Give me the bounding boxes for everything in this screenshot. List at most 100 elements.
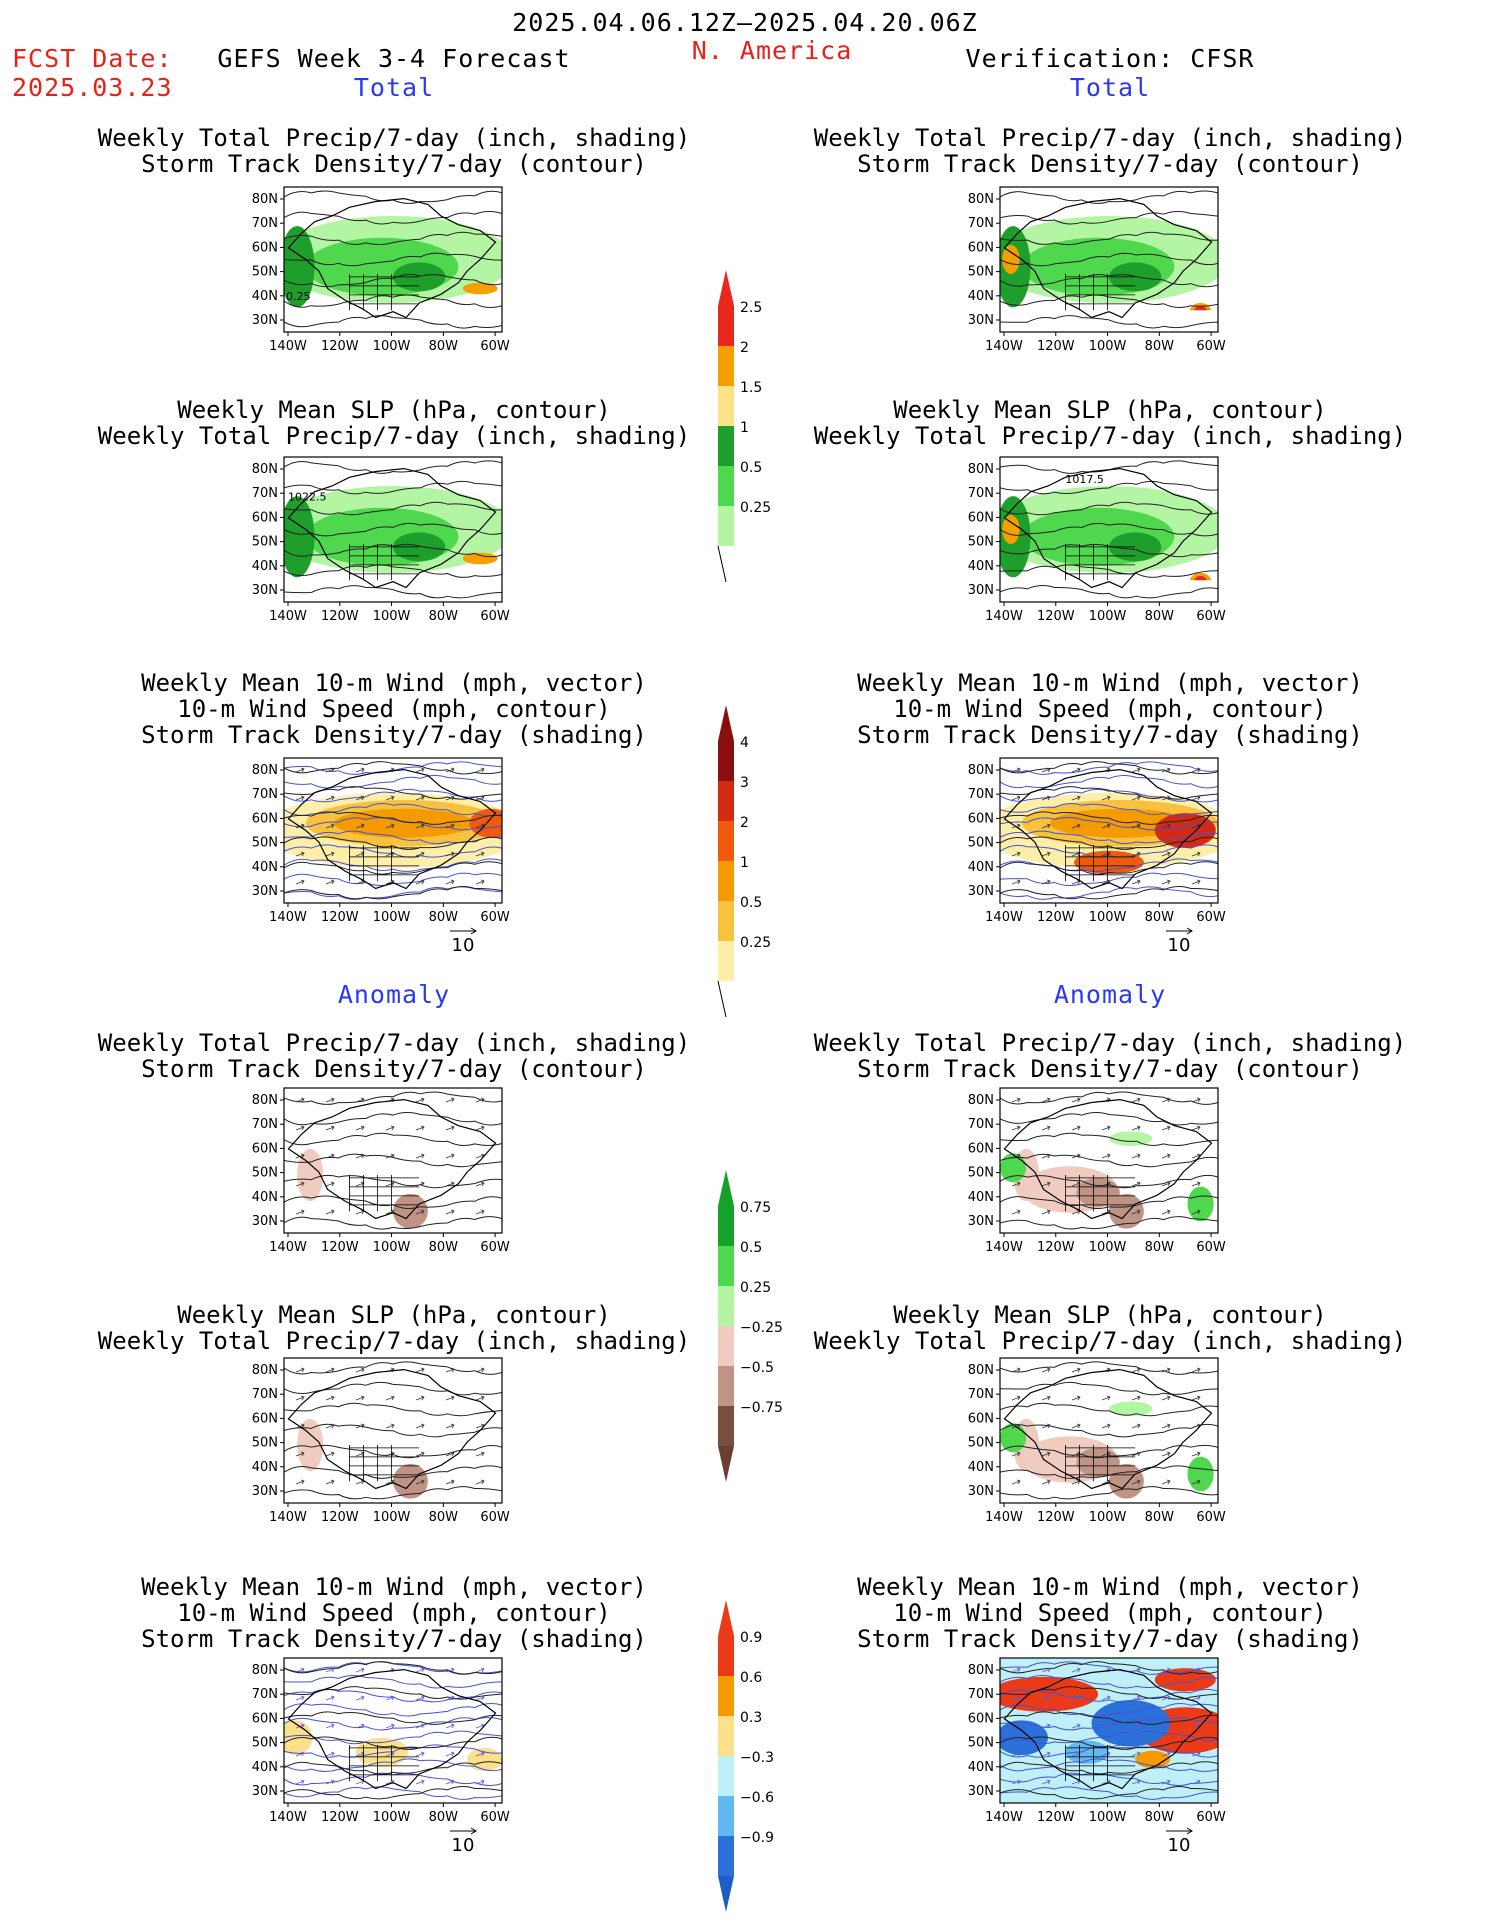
contour-line bbox=[1000, 1195, 1218, 1210]
wind-vector bbox=[1191, 1125, 1201, 1131]
coastline bbox=[1003, 197, 1213, 319]
wind-vector bbox=[415, 1423, 425, 1429]
lat-label: 40N bbox=[252, 289, 278, 304]
title-line: Weekly Total Precip/7-day (inch, shading… bbox=[97, 124, 691, 152]
shaded-region bbox=[1109, 1131, 1153, 1146]
wind-vector bbox=[1191, 1479, 1201, 1485]
wind-vector bbox=[355, 1181, 365, 1187]
wind-vector bbox=[295, 1209, 305, 1215]
title-line: Weekly Mean SLP (hPa, contour) bbox=[177, 1301, 611, 1329]
wind-vector bbox=[1041, 1153, 1051, 1159]
lat-label: 80N bbox=[968, 192, 994, 207]
map-frame bbox=[999, 1357, 1219, 1504]
wind-vector bbox=[355, 1153, 365, 1159]
lat-label: 30N bbox=[252, 884, 278, 899]
wind-vector bbox=[1041, 1209, 1051, 1215]
contour-line bbox=[1000, 1772, 1218, 1786]
lon-label: 60W bbox=[1196, 1810, 1226, 1825]
contour-line bbox=[284, 211, 502, 225]
wind-vector bbox=[295, 1479, 305, 1485]
wind-vector bbox=[415, 1181, 425, 1187]
wind-vector bbox=[295, 1181, 305, 1187]
contour-line bbox=[1000, 252, 1218, 267]
shaded-region bbox=[467, 1747, 502, 1772]
wind-vector bbox=[1041, 1667, 1051, 1673]
wind-vector bbox=[1071, 1181, 1081, 1187]
map-panel: 80N 70N 60N 50N 40N 30N 140W 120W 100W 80W 60W bbox=[252, 186, 510, 354]
wind-vector bbox=[415, 879, 425, 885]
colorbar-segment bbox=[718, 861, 734, 901]
contour-line bbox=[284, 480, 502, 495]
panel-verif-anom-precip-title: Weekly Total Precip/7-day (inch, shading… bbox=[814, 1030, 1406, 1082]
lat-label: 40N bbox=[968, 1460, 994, 1475]
colorbar-segment bbox=[718, 426, 734, 466]
lat-label: 80N bbox=[252, 192, 278, 207]
wind-vector bbox=[1011, 1451, 1021, 1457]
contour-line bbox=[284, 1465, 502, 1479]
lon-label: 100W bbox=[1089, 1510, 1127, 1525]
wind-vector bbox=[415, 1367, 425, 1373]
fcst-date-value: 2025.03.23 bbox=[12, 73, 173, 102]
contour-line bbox=[284, 294, 502, 309]
wind-vector bbox=[1161, 1451, 1171, 1457]
contour-line bbox=[1000, 1786, 1218, 1800]
wind-vector bbox=[325, 1097, 335, 1103]
wind-vector bbox=[1161, 1723, 1171, 1729]
panel-fcst-total-slp-title: Weekly Mean SLP (hPa, contour) Weekly To… bbox=[98, 397, 690, 449]
shaded-region bbox=[297, 1418, 324, 1472]
colorbar-total-precip: 2.5 2 1.5 1 0.5 0.25 bbox=[717, 270, 771, 583]
wind-vector bbox=[1131, 1153, 1141, 1159]
wind-vector bbox=[1041, 823, 1051, 829]
contour-line bbox=[284, 1402, 502, 1417]
lat-label: 70N bbox=[968, 1117, 994, 1132]
wind-vector bbox=[1071, 1367, 1081, 1373]
contour-line bbox=[284, 886, 502, 900]
wind-vector bbox=[1071, 1723, 1081, 1729]
title-line: Weekly Total Precip/7-day (inch, shading… bbox=[97, 1029, 691, 1057]
lon-label: 140W bbox=[269, 339, 307, 354]
colorbar-segment bbox=[718, 346, 734, 386]
lon-label: 100W bbox=[373, 910, 411, 925]
wind-vector bbox=[1191, 1667, 1201, 1673]
wind-vector bbox=[385, 823, 395, 829]
lon-label: 100W bbox=[1089, 1810, 1127, 1825]
lon-label: 100W bbox=[373, 1240, 411, 1255]
lon-label: 60W bbox=[1196, 910, 1226, 925]
wind-vector bbox=[1041, 1751, 1051, 1757]
colorbar-segment bbox=[718, 1716, 734, 1756]
wind-vector bbox=[1161, 1097, 1171, 1103]
colorbar-label: 0.3 bbox=[740, 1710, 762, 1726]
wind-vector bbox=[1131, 1097, 1141, 1103]
dry-region bbox=[284, 580, 502, 602]
panel-verif-total-slp-title: Weekly Mean SLP (hPa, contour) Weekly To… bbox=[814, 397, 1406, 449]
wind-vector bbox=[1071, 1395, 1081, 1401]
colorbar-segment bbox=[718, 781, 734, 821]
wind-vector bbox=[355, 1667, 365, 1673]
contour-line bbox=[1000, 1675, 1218, 1689]
contour-line bbox=[1000, 190, 1218, 204]
wind-vector bbox=[1161, 879, 1171, 885]
colorbar-cap bbox=[718, 1170, 734, 1206]
lat-label: 70N bbox=[252, 1387, 278, 1402]
contour-line bbox=[1000, 1661, 1218, 1675]
wind-vector bbox=[1011, 851, 1021, 857]
wind-vector bbox=[295, 851, 305, 857]
dry-region bbox=[1000, 310, 1218, 332]
lat-label: 40N bbox=[968, 1760, 994, 1775]
lon-label: 80W bbox=[1145, 339, 1175, 354]
map-panel: 80N 70N 60N 50N 40N 30N 140W 120W 100W 80W 60W bbox=[968, 1087, 1226, 1255]
wind-vector bbox=[1011, 1367, 1021, 1373]
wind-vector bbox=[1101, 851, 1111, 857]
colorbar-segment bbox=[718, 1676, 734, 1716]
wind-vector bbox=[1131, 767, 1141, 773]
contour-line bbox=[1000, 522, 1218, 537]
colorbar-label: −0.6 bbox=[740, 1790, 774, 1806]
title-line: 10-m Wind Speed (mph, contour) bbox=[177, 1599, 611, 1627]
wind-vector bbox=[1071, 1667, 1081, 1673]
wind-vector bbox=[1011, 1779, 1021, 1785]
wind-vector bbox=[295, 1779, 305, 1785]
lat-label: 50N bbox=[968, 535, 994, 550]
wind-vector bbox=[475, 1395, 485, 1401]
lon-label: 60W bbox=[1196, 1240, 1226, 1255]
wind-vector bbox=[1161, 1209, 1171, 1215]
